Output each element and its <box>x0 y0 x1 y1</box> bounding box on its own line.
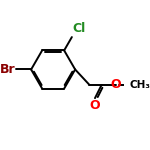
Text: O: O <box>111 78 121 91</box>
Text: CH₃: CH₃ <box>129 80 150 90</box>
Text: Br: Br <box>0 63 15 76</box>
Text: Cl: Cl <box>72 22 86 35</box>
Text: O: O <box>89 99 100 112</box>
